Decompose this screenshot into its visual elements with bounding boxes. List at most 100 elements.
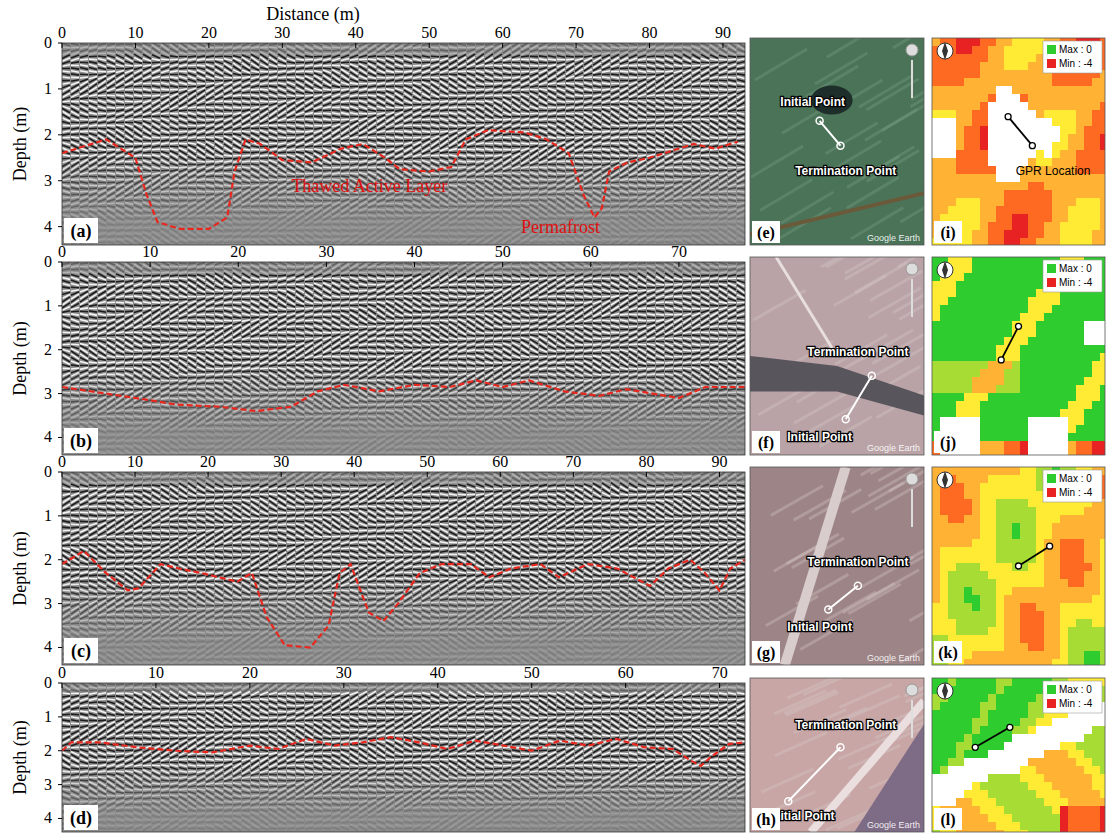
map-cell [1100, 563, 1105, 571]
x-tick [150, 262, 151, 267]
map-cell [1012, 305, 1020, 313]
map-cell [1092, 297, 1100, 305]
map-cell [1076, 353, 1084, 361]
deformation-map [932, 257, 1105, 455]
map-cell [1060, 142, 1068, 150]
map-cell [940, 523, 948, 531]
map-cell [1044, 182, 1052, 190]
map-cell [940, 329, 948, 337]
map-cell [1092, 425, 1100, 433]
map-cell [1020, 425, 1028, 433]
map-cell [964, 158, 972, 166]
map-cell [980, 571, 988, 579]
map-cell [956, 619, 964, 627]
map-cell [948, 507, 956, 515]
map-cell [1092, 595, 1100, 603]
y-tick [58, 437, 62, 438]
map-cell [1004, 38, 1012, 46]
radargram-texture [62, 757, 745, 762]
y-tick-label: 3 [44, 172, 52, 189]
map-cell [1092, 627, 1100, 635]
map-cell [1044, 345, 1052, 353]
map-cell [1068, 337, 1076, 345]
map-cell [988, 393, 996, 401]
map-cell [1012, 46, 1020, 54]
map-cell [996, 206, 1004, 214]
map-cell [1028, 305, 1036, 313]
map-cell [988, 507, 996, 515]
map-cell [980, 475, 988, 483]
map-cell [1092, 190, 1100, 198]
y-axis-title: Depth (m) [10, 321, 31, 395]
map-legend [1043, 260, 1102, 292]
watermark: Google Earth [867, 233, 920, 243]
map-cell [1036, 297, 1044, 305]
map-cell [1068, 401, 1076, 409]
map-cell [988, 595, 996, 603]
map-cell [1100, 174, 1105, 182]
map-cell [1044, 353, 1052, 361]
x-tick-label: 50 [495, 243, 511, 260]
map-cell [988, 94, 996, 102]
map-cell [1036, 321, 1044, 329]
map-cell [1028, 313, 1036, 321]
map-cell [964, 475, 972, 483]
map-cell [1100, 142, 1105, 150]
x-tick-label: 20 [200, 453, 216, 470]
map-cell [940, 507, 948, 515]
map-cell [1052, 361, 1060, 369]
map-cell [980, 166, 988, 174]
map-cell [964, 38, 972, 46]
x-tick [590, 262, 591, 267]
map-cell [956, 385, 964, 393]
radargram-texture [62, 429, 745, 435]
map-cell [932, 86, 940, 94]
radargram-texture [62, 540, 745, 546]
map-cell [1020, 571, 1028, 579]
map-cell [972, 531, 980, 539]
map-cell [940, 70, 948, 78]
map-cell [988, 579, 996, 587]
map-cell [972, 174, 980, 182]
map-cell [1100, 150, 1105, 158]
map-cell [956, 377, 964, 385]
image-texture [867, 570, 919, 600]
map-cell [1036, 94, 1044, 102]
map-cell [1052, 377, 1060, 385]
map-cell [1092, 587, 1100, 595]
map-cell [964, 361, 972, 369]
radargram-texture [62, 522, 745, 528]
map-cell [1092, 214, 1100, 222]
map-cell [972, 273, 980, 281]
map-cell [1084, 595, 1092, 603]
x-tick [281, 472, 282, 477]
map-cell [956, 102, 964, 110]
y-tick-label: 0 [44, 674, 52, 691]
map-cell [1020, 369, 1028, 377]
map-cell [948, 361, 956, 369]
y-tick [58, 784, 62, 785]
legend-min: Min : -4 [1059, 277, 1093, 288]
map-cell [1020, 523, 1028, 531]
map-cell [1028, 321, 1036, 329]
map-cell [988, 174, 996, 182]
map-cell [1076, 206, 1084, 214]
map-cell [1028, 102, 1036, 110]
map-cell [1004, 369, 1012, 377]
map-cell [932, 385, 940, 393]
radargram-texture [62, 609, 745, 615]
map-cell [1068, 78, 1076, 86]
radargram-texture [62, 564, 745, 569]
map-cell [972, 198, 980, 206]
map-cell [1068, 619, 1076, 627]
map-cell [980, 401, 988, 409]
x-tick [502, 43, 503, 48]
map-cell [1092, 198, 1100, 206]
map-cell [972, 102, 980, 110]
x-tick [208, 43, 209, 48]
map-cell [972, 595, 980, 603]
map-cell [996, 297, 1004, 305]
y-tick-label: 3 [44, 385, 52, 402]
map-cell [980, 118, 988, 126]
map-cell [972, 142, 980, 150]
